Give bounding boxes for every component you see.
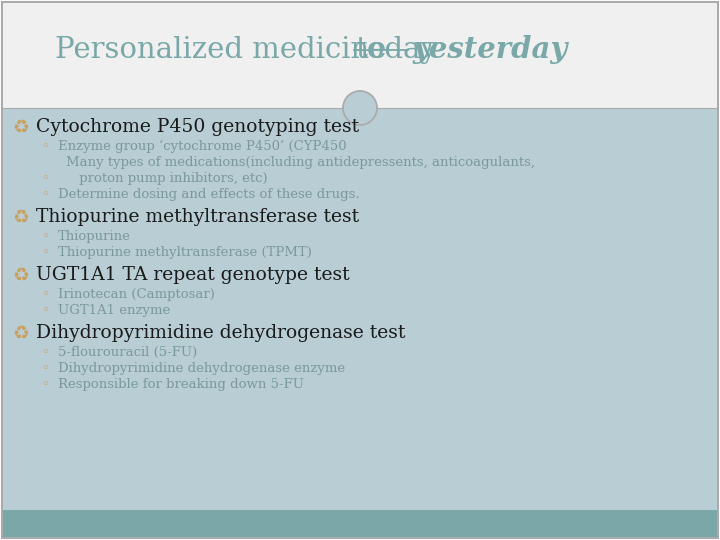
FancyBboxPatch shape (3, 3, 717, 108)
Text: UGT1A1 enzyme: UGT1A1 enzyme (58, 304, 170, 317)
Text: Thiopurine methyltransferase (TPMT): Thiopurine methyltransferase (TPMT) (58, 246, 312, 259)
Text: Irinotecan (Camptosar): Irinotecan (Camptosar) (58, 288, 215, 301)
Text: today: today (355, 36, 437, 64)
Text: ♻: ♻ (12, 324, 29, 343)
Text: Personalized medicine: Personalized medicine (55, 36, 395, 64)
Text: ♻: ♻ (12, 208, 29, 227)
Text: ◦: ◦ (42, 230, 50, 243)
Text: Determine dosing and effects of these drugs.: Determine dosing and effects of these dr… (58, 188, 359, 201)
Text: Many types of medications(including antidepressents, anticoagulants,: Many types of medications(including anti… (66, 156, 535, 169)
Text: Enzyme group ‘cytochrome P450’ (CYP450: Enzyme group ‘cytochrome P450’ (CYP450 (58, 140, 346, 153)
Text: ◦: ◦ (42, 246, 50, 259)
Text: Cytochrome P450 genotyping test: Cytochrome P450 genotyping test (36, 118, 359, 136)
Text: proton pump inhibitors, etc): proton pump inhibitors, etc) (58, 172, 268, 185)
Text: Dihydropyrimidine dehydrogenase enzyme: Dihydropyrimidine dehydrogenase enzyme (58, 362, 345, 375)
Text: ◦: ◦ (42, 362, 50, 375)
Text: Responsible for breaking down 5-FU: Responsible for breaking down 5-FU (58, 378, 304, 391)
Text: ◦: ◦ (42, 288, 50, 301)
Text: ◦: ◦ (42, 172, 50, 185)
FancyBboxPatch shape (3, 510, 717, 537)
Circle shape (343, 91, 377, 125)
Text: UGT1A1 TA repeat genotype test: UGT1A1 TA repeat genotype test (36, 266, 350, 284)
Text: Thiopurine methyltransferase test: Thiopurine methyltransferase test (36, 208, 359, 226)
Text: ◦: ◦ (42, 188, 50, 201)
Text: ◦: ◦ (42, 378, 50, 391)
Text: ♻: ♻ (12, 118, 29, 137)
Text: Thiopurine: Thiopurine (58, 230, 131, 243)
Text: yesterday: yesterday (413, 36, 568, 64)
Text: 5-flourouracil (5-FU): 5-flourouracil (5-FU) (58, 346, 197, 359)
Text: ◦: ◦ (42, 304, 50, 317)
Text: ♻: ♻ (12, 266, 29, 285)
FancyBboxPatch shape (3, 108, 717, 510)
Text: ◦: ◦ (42, 346, 50, 359)
Text: Dihydropyrimidine dehydrogenase test: Dihydropyrimidine dehydrogenase test (36, 324, 405, 342)
Text: ◦: ◦ (42, 140, 50, 153)
